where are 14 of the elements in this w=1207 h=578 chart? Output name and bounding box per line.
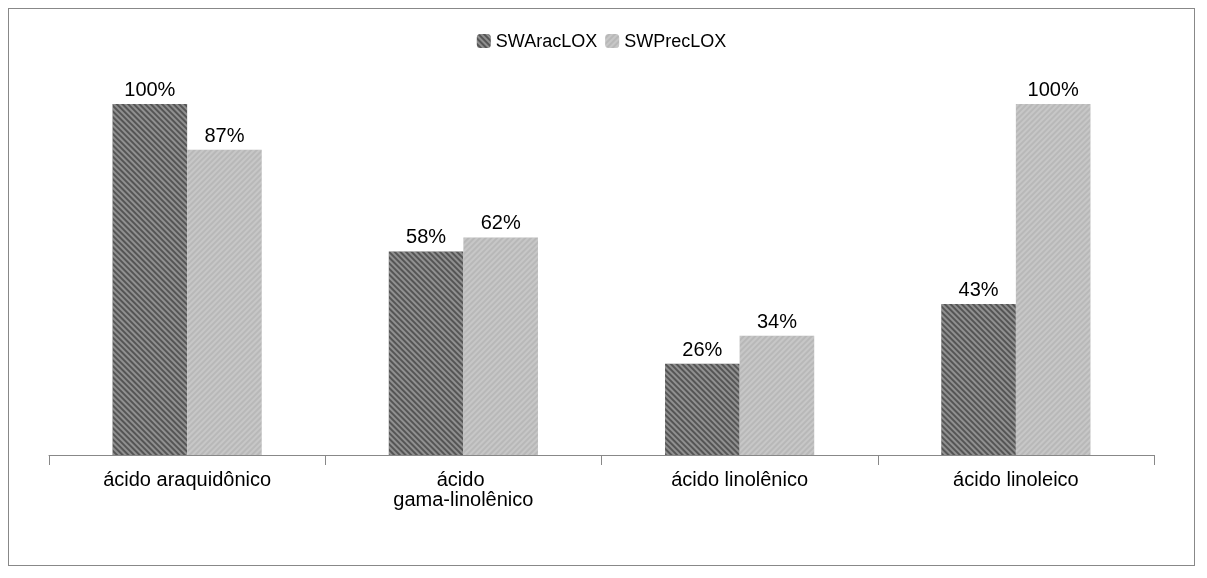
x-tick-label: ácido linolênico: [671, 468, 809, 490]
data-label: 62%: [480, 211, 521, 234]
data-label: 26%: [682, 337, 723, 360]
data-label: 87%: [204, 123, 245, 146]
x-tick-label: ácido linoleico: [953, 468, 1079, 490]
data-label: 43%: [958, 278, 999, 301]
data-label: 100%: [124, 78, 176, 100]
legend-label: SWAracLOX: [495, 31, 598, 51]
data-label: 34%: [756, 309, 798, 332]
x-tick-label: ácido gama-linolênico: [393, 468, 534, 510]
data-label: 58%: [406, 225, 447, 248]
data-label: 100%: [1027, 78, 1079, 100]
x-tick-label: ácido araquidônico: [103, 468, 272, 490]
legend-label: SWPrecLOX: [624, 31, 727, 51]
